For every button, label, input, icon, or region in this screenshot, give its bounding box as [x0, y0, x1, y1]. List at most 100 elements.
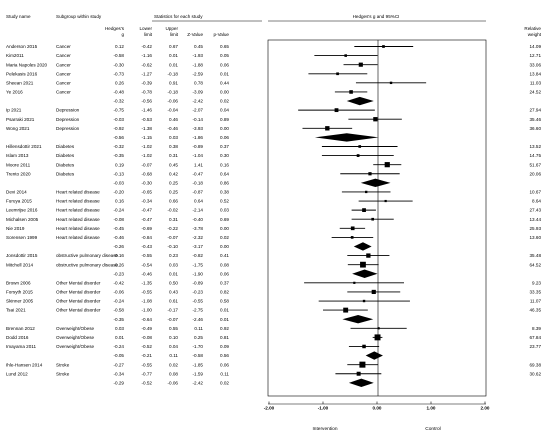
z-value-cell: -1.88	[193, 62, 204, 67]
study-point	[371, 289, 376, 295]
p-value-cell: 0.04	[220, 108, 229, 113]
x-tick-label: -2.00	[264, 406, 275, 411]
study-point	[374, 334, 381, 341]
study-point	[362, 208, 366, 212]
table-row: Skinner 2005 Other Mental disorder -0.24 -1…	[6, 299, 541, 304]
study-point	[377, 327, 380, 330]
relative-weight-cell: 12.71	[530, 53, 542, 58]
study-name-cell: Jonsdottir 2015	[6, 253, 38, 258]
hedges-g-cell: -0.58	[114, 53, 125, 58]
upper-limit-cell: -0.06	[168, 380, 179, 385]
lower-limit-cell: -0.52	[142, 344, 153, 349]
table-row: Psarraki 2021 Depression -0.03 -0.53 0.46 -0.…	[6, 117, 541, 122]
header-plot-title: Hedges's g and 95%CI	[353, 14, 400, 19]
study-name-cell: Psarraki 2021	[6, 117, 35, 122]
relative-weight-cell: 30.62	[530, 371, 542, 376]
study-name-cell: Furuya 2015	[6, 199, 32, 204]
study-point	[336, 72, 339, 76]
study-name-cell: Hillensdottir 2021	[6, 144, 42, 149]
z-value-cell: -3.78	[193, 226, 204, 231]
p-value-cell: 0.37	[220, 144, 229, 149]
table-rows: Anderson 2015 Cancer 0.12 -0.42 0.67 0.45 0.65…	[6, 44, 541, 385]
header-lower-2: limit	[144, 32, 153, 37]
study-point	[358, 145, 362, 148]
lower-limit-cell: -0.39	[142, 80, 153, 85]
hedges-g-cell: -0.42	[114, 280, 125, 285]
relative-weight-cell: 36.60	[530, 126, 542, 131]
lower-limit-cell: -1.00	[142, 308, 153, 313]
z-value-cell: -3.09	[193, 90, 204, 95]
lower-limit-cell: -0.42	[142, 44, 153, 49]
relative-weight-cell: 35.48	[530, 253, 542, 258]
lower-limit-cell: -0.84	[142, 235, 153, 240]
study-point	[389, 81, 393, 85]
lower-limit-cell: -1.38	[142, 126, 153, 131]
table-header: Study name Subgroup within study Statist…	[6, 14, 542, 37]
study-name-cell: Moore 2011	[6, 162, 31, 167]
x-axis: -2.00 -1.00 0.00 1.00 2.00	[264, 401, 490, 411]
study-name-cell: Pelekasis 2016	[6, 71, 38, 76]
subgroup-cell: Heart related disease	[56, 199, 100, 204]
upper-limit-cell: -0.10	[168, 244, 179, 249]
upper-limit-cell: 0.25	[169, 190, 178, 195]
header-p-value: p-Value	[214, 32, 230, 37]
z-value-cell: -1.70	[193, 344, 204, 349]
lower-limit-cell: -0.68	[142, 171, 153, 176]
upper-limit-cell: 0.46	[169, 117, 178, 122]
p-value-cell: 0.82	[220, 290, 229, 295]
hedges-g-cell: -0.24	[114, 299, 125, 304]
upper-limit-cell: 0.01	[169, 53, 178, 58]
relative-weight-cell: 14.75	[530, 153, 542, 158]
subgroup-cell: Diabetes	[56, 162, 75, 167]
header-upper-2: limit	[170, 32, 179, 37]
p-value-cell: 0.41	[220, 253, 229, 258]
table-row: Brennan 2012 Overweight/Obese 0.03 -0.49 0.5…	[6, 326, 541, 331]
upper-limit-cell: 0.04	[169, 344, 178, 349]
hedges-g-cell: -0.03	[114, 180, 125, 185]
table-row: Michalsen 2005 Heart related disease -0.08…	[6, 217, 541, 222]
relative-weight-cell: 13.60	[530, 235, 542, 240]
subgroup-cell: Diabetes	[56, 171, 75, 176]
relative-weight-cell: 13.44	[530, 217, 542, 222]
upper-limit-cell: 0.61	[169, 299, 178, 304]
summary-diamond	[353, 242, 372, 251]
hedges-g-cell: -0.29	[114, 380, 125, 385]
hedges-g-cell: -0.35	[114, 317, 125, 322]
z-value-cell: -2.59	[193, 71, 204, 76]
hedges-g-cell: -0.23	[114, 271, 125, 276]
upper-limit-cell: 0.01	[169, 62, 178, 67]
lower-limit-cell: -1.08	[142, 299, 153, 304]
upper-limit-cell: -0.18	[168, 71, 179, 76]
subgroup-cell: Other Mental disorder	[56, 280, 101, 285]
hedges-g-cell: -0.35	[114, 153, 125, 158]
relative-weight-cell: 11.07	[530, 299, 542, 304]
lower-limit-cell: -0.65	[142, 190, 153, 195]
relative-weight-cell: 23.77	[530, 344, 542, 349]
p-value-cell: 0.52	[220, 199, 229, 204]
study-name-cell: Brown 2006	[6, 280, 31, 285]
subgroup-cell: Heart related disease	[56, 190, 100, 195]
lower-limit-cell: -0.46	[142, 271, 153, 276]
hedges-g-cell: 0.03	[115, 326, 124, 331]
study-name-cell: Brennan 2012	[6, 326, 35, 331]
relative-weight-cell: 25.93	[530, 226, 542, 231]
study-name-cell: Sorensen 1999	[6, 235, 38, 240]
plot-frame	[267, 39, 487, 397]
study-point	[382, 45, 385, 48]
z-value-cell: -1.86	[193, 135, 204, 140]
relative-weight-cell: 35.46	[530, 117, 542, 122]
table-row: Leemrijse 2016 Heart related disease -0.24…	[6, 208, 541, 213]
p-value-cell: 0.00	[220, 244, 229, 249]
upper-limit-cell: 0.42	[169, 171, 178, 176]
subgroup-cell: Stroke	[56, 371, 70, 376]
summary-row: -0.32 -0.56 -0.06 -2.42 0.02	[114, 99, 230, 104]
subgroup-cell: Heart related disease	[56, 208, 100, 213]
upper-limit-cell: -0.46	[168, 126, 179, 131]
p-value-cell: 0.06	[220, 135, 229, 140]
hedges-g-cell: -0.24	[114, 208, 125, 213]
upper-limit-cell: -0.04	[168, 108, 179, 113]
lower-limit-cell: -0.21	[142, 353, 153, 358]
subgroup-cell: Other Mental disorder	[56, 299, 101, 304]
hedges-g-cell: -0.05	[114, 353, 125, 358]
table-row: Tsai 2021 Other Mental disorder -0.58 -1.00…	[6, 308, 541, 313]
